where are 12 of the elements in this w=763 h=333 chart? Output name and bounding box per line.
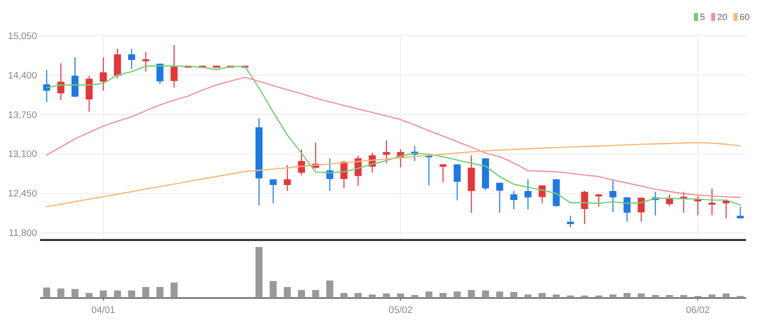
y-tick-label: 11,800 [8,228,37,240]
y-tick-label: 13,750 [8,110,37,121]
x-tick-label: 06/02 [686,305,710,316]
x-tick-label: 05/02 [388,305,412,316]
legend-label: 5 [700,12,706,22]
legend-label: 60 [740,12,750,22]
y-tick-label: 14,400 [8,70,37,82]
y-tick-label: 15,050 [8,31,37,42]
x-tick-label: 04/01 [91,305,116,316]
y-tick-label: 13,100 [8,149,37,160]
y-tick-label: 12,450 [8,188,37,200]
legend-label: 20 [717,12,728,22]
